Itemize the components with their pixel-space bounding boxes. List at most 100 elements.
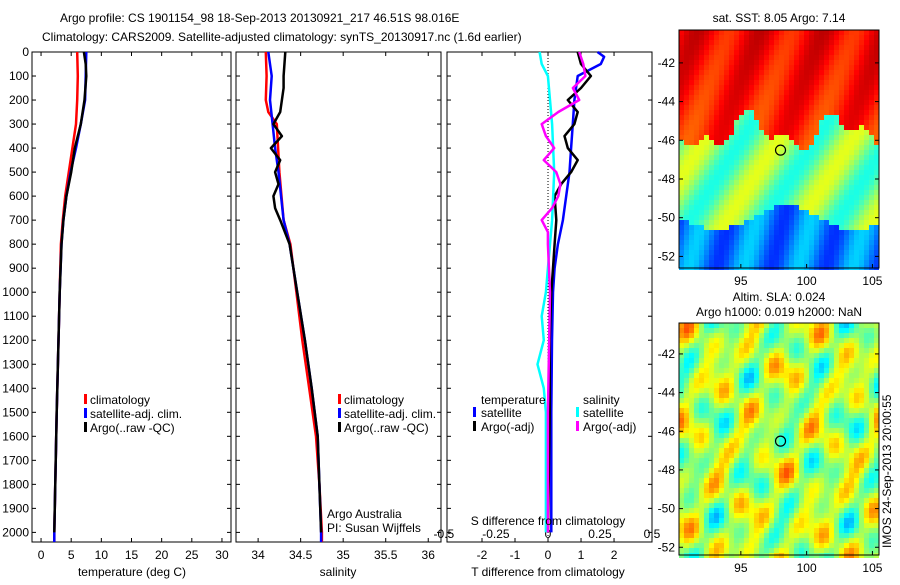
map-cell — [719, 145, 724, 150]
map-cell — [739, 75, 744, 80]
map-cell — [764, 513, 769, 518]
s-tick-label: 0 — [545, 527, 552, 541]
map-cell — [869, 60, 874, 65]
map-cell — [804, 105, 809, 110]
map-cell — [744, 498, 749, 503]
map-cell — [684, 323, 689, 328]
map-cell — [859, 150, 864, 155]
map-cell — [854, 100, 859, 105]
map-cell — [719, 413, 724, 418]
map-cell — [864, 140, 869, 145]
map-cell — [839, 175, 844, 180]
map-cell — [689, 185, 694, 190]
map-cell — [829, 508, 834, 513]
map-cell — [779, 408, 784, 413]
map-cell — [799, 428, 804, 433]
map-cell — [764, 215, 769, 220]
map-cell — [814, 378, 819, 383]
map-cell — [824, 160, 829, 165]
map-cell — [784, 458, 789, 463]
map-cell — [689, 100, 694, 105]
map-cell — [869, 250, 874, 255]
map-cell — [714, 255, 719, 260]
map-cell — [679, 328, 684, 333]
map-cell — [789, 503, 794, 508]
map-cell — [824, 70, 829, 75]
map-cell — [864, 155, 869, 160]
map-cell — [744, 538, 749, 543]
map-cell — [759, 378, 764, 383]
map-cell — [814, 468, 819, 473]
map-cell — [694, 548, 699, 553]
map-cell — [749, 528, 754, 533]
map-cell — [834, 160, 839, 165]
map-cell — [804, 523, 809, 528]
map-cell — [869, 65, 874, 70]
map-cell — [779, 125, 784, 130]
map-cell — [839, 195, 844, 200]
map-cell — [784, 528, 789, 533]
map-cell — [754, 55, 759, 60]
map-cell — [784, 195, 789, 200]
legend-swatch-climatology — [84, 394, 87, 404]
map-cell — [784, 483, 789, 488]
map-cell — [714, 210, 719, 215]
map-cell — [734, 373, 739, 378]
map-cell — [729, 333, 734, 338]
map-cell — [709, 155, 714, 160]
map-cell — [714, 120, 719, 125]
map-cell — [749, 50, 754, 55]
map-cell — [689, 250, 694, 255]
map-cell — [744, 220, 749, 225]
map-cell — [779, 363, 784, 368]
map-cell — [704, 50, 709, 55]
map-cell — [844, 235, 849, 240]
map-cell — [809, 245, 814, 250]
map-cell — [819, 150, 824, 155]
map-cell — [849, 215, 854, 220]
map-cell — [784, 255, 789, 260]
map-cell — [814, 363, 819, 368]
map-cell — [779, 433, 784, 438]
map-cell — [754, 140, 759, 145]
map-cell — [849, 210, 854, 215]
map-cell — [699, 185, 704, 190]
map-cell — [814, 408, 819, 413]
map-cell — [869, 528, 874, 533]
map-cell — [729, 240, 734, 245]
map-cell — [794, 433, 799, 438]
map-cell — [804, 55, 809, 60]
map-cell — [754, 513, 759, 518]
map-cell — [829, 338, 834, 343]
map-cell — [824, 433, 829, 438]
map-cell — [809, 255, 814, 260]
map-cell — [699, 498, 704, 503]
map-cell — [734, 418, 739, 423]
map-cell — [719, 190, 724, 195]
map-cell — [819, 35, 824, 40]
map-cell — [699, 363, 704, 368]
map-cell — [779, 155, 784, 160]
map-cell — [709, 220, 714, 225]
map-cell — [759, 533, 764, 538]
map-cell — [829, 185, 834, 190]
map-cell — [714, 388, 719, 393]
map-cell — [784, 543, 789, 548]
map-cell — [844, 438, 849, 443]
map-cell — [814, 50, 819, 55]
map-cell — [794, 418, 799, 423]
map-cell — [779, 130, 784, 135]
map-cell — [799, 373, 804, 378]
map-cell — [814, 413, 819, 418]
map-cell — [719, 348, 724, 353]
map-cell — [749, 35, 754, 40]
map-cell — [799, 343, 804, 348]
map-cell — [679, 393, 684, 398]
map-cell — [824, 220, 829, 225]
map-cell — [779, 428, 784, 433]
map-cell — [709, 533, 714, 538]
map-cell — [839, 210, 844, 215]
map-cell — [684, 85, 689, 90]
map-cell — [874, 65, 879, 70]
map-cell — [849, 438, 854, 443]
